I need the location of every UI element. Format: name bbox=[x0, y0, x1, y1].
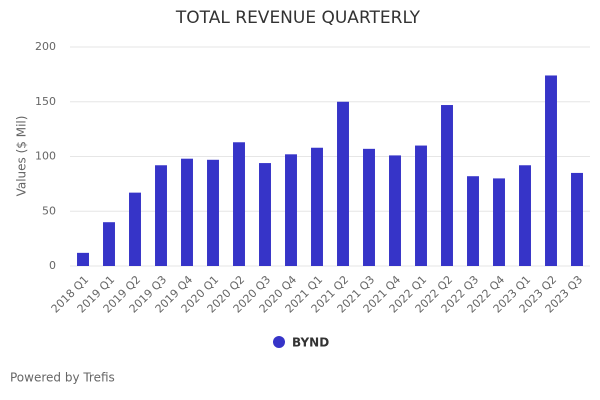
bar bbox=[155, 165, 167, 266]
bar bbox=[181, 158, 193, 266]
legend-label: BYND bbox=[292, 336, 329, 350]
bar bbox=[519, 165, 531, 266]
bar bbox=[493, 178, 505, 266]
bar bbox=[207, 159, 219, 266]
bar bbox=[285, 154, 297, 266]
y-tick-label: 100 bbox=[35, 150, 56, 163]
y-tick-label: 0 bbox=[49, 259, 56, 272]
bar bbox=[233, 142, 245, 266]
bar bbox=[441, 105, 453, 266]
bar bbox=[389, 155, 401, 266]
bar bbox=[77, 252, 89, 266]
bar bbox=[467, 176, 479, 266]
y-tick-label: 200 bbox=[35, 40, 56, 53]
bar bbox=[129, 192, 141, 266]
chart-title: TOTAL REVENUE QUARTERLY bbox=[175, 8, 421, 28]
footer: Powered by Trefis bbox=[10, 371, 115, 385]
bar bbox=[259, 163, 271, 266]
bar bbox=[337, 101, 349, 266]
y-tick-label: 150 bbox=[35, 95, 56, 108]
bar bbox=[545, 75, 557, 266]
y-tick-label: 50 bbox=[42, 204, 56, 217]
legend-marker bbox=[273, 336, 285, 348]
bar bbox=[311, 147, 323, 266]
bar bbox=[571, 172, 583, 266]
bar bbox=[103, 222, 115, 266]
y-axis-label: Values ($ Mil) bbox=[15, 116, 29, 197]
bar bbox=[363, 148, 375, 266]
bar bbox=[415, 145, 427, 266]
